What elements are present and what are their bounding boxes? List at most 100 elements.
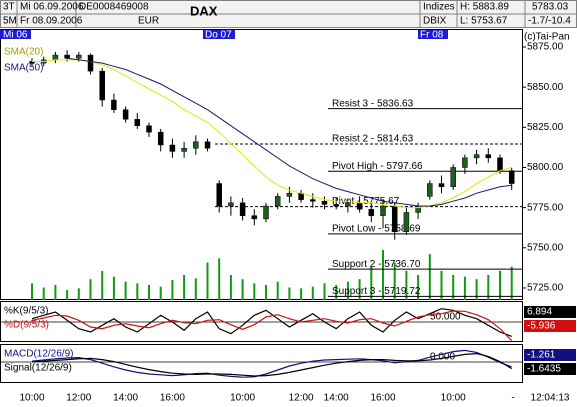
volume-bar xyxy=(89,279,92,300)
macd-panel xyxy=(0,344,523,383)
candle-body xyxy=(134,119,141,126)
candle-body xyxy=(64,54,70,59)
candle-body xyxy=(321,200,328,205)
candle-body xyxy=(169,144,176,152)
candle-body xyxy=(380,205,386,216)
volume-bar xyxy=(510,266,513,300)
last-price: 5783.03 xyxy=(532,2,569,13)
last-value-label: -5.936 xyxy=(527,321,556,332)
isin: DE0008469008 xyxy=(79,2,149,13)
y-tick-label: 5825.00 xyxy=(527,122,564,133)
last-value-label: -1.261 xyxy=(527,350,556,361)
candle-body xyxy=(122,109,129,120)
candle-body xyxy=(87,54,94,72)
date-to: Fr 08.09.2006 xyxy=(20,16,83,27)
volume-bar xyxy=(218,258,221,300)
volume-bar xyxy=(54,285,57,300)
candle-body xyxy=(333,204,339,207)
axis-separator: - xyxy=(511,393,514,404)
candle-body xyxy=(216,183,222,207)
volume-bar xyxy=(66,290,69,300)
volume-bar xyxy=(265,285,267,300)
day-label-box xyxy=(0,30,31,39)
volume-bar xyxy=(487,275,490,300)
clock: 12:04:13 xyxy=(531,393,570,404)
candle-body xyxy=(157,131,164,146)
candle-body xyxy=(286,192,293,197)
volume-bar xyxy=(300,288,303,300)
candle-body xyxy=(111,99,117,110)
change: -1.7/-10.4 xyxy=(528,16,571,27)
volume-bar xyxy=(42,287,45,300)
candle-body xyxy=(415,207,421,213)
volume-bar xyxy=(417,275,420,300)
volume-bar xyxy=(241,279,244,300)
indicator-line xyxy=(31,308,512,337)
y-tick-label: 5775.00 xyxy=(527,202,564,213)
candle-body xyxy=(462,157,468,168)
date-from: Mi 06.09.2006 xyxy=(20,2,84,13)
day-label: Fr 08 xyxy=(420,30,444,41)
indicator-line xyxy=(31,349,512,378)
volume-bar xyxy=(428,254,431,300)
volume-bar xyxy=(463,276,466,300)
pivot-label: Resist 2 - 5814.63 xyxy=(332,134,414,145)
volume-bar xyxy=(288,287,291,300)
volume-bar xyxy=(440,270,443,300)
candle-body xyxy=(345,202,351,207)
pivot-label: Support 2 - 5736.70 xyxy=(332,259,421,270)
candle-body xyxy=(251,215,258,220)
currency: EUR xyxy=(138,16,159,27)
volume-bar xyxy=(323,283,326,300)
group: Indizes xyxy=(423,2,455,13)
reference-label: 50.000 xyxy=(430,312,461,323)
legend-label: %K(9/5/3) xyxy=(4,306,48,317)
volume-bar xyxy=(171,280,174,300)
price-panel xyxy=(0,29,523,300)
volume-bar xyxy=(159,286,162,300)
low: L: 5753.67 xyxy=(460,16,508,27)
high: H: 5883.89 xyxy=(460,2,509,13)
last-value-box xyxy=(524,320,576,332)
volume-bar xyxy=(31,283,33,300)
pivot-label: Pivot Low - 5758.69 xyxy=(332,223,421,234)
legend-label: Signal(12/26/9) xyxy=(4,363,72,374)
last-value-box xyxy=(524,363,576,375)
volume-bar xyxy=(194,278,197,300)
volume-bar xyxy=(499,270,501,300)
candle-body xyxy=(427,183,433,197)
x-tick-label: 12:00 xyxy=(66,393,91,404)
volume-bar xyxy=(148,285,150,300)
volume-bar xyxy=(77,288,80,300)
volume-bar xyxy=(311,286,314,300)
day-label: Do 07 xyxy=(205,30,232,41)
x-tick-label: 10:00 xyxy=(230,393,255,404)
volume-bar xyxy=(136,283,139,300)
candle-body xyxy=(146,125,152,133)
pivot-label: Resist 3 - 5836.63 xyxy=(332,98,414,109)
volume-bar xyxy=(393,262,396,300)
candle-body xyxy=(52,54,59,61)
y-tick-label: 5800.00 xyxy=(527,162,564,173)
x-tick-label: 12:00 xyxy=(289,393,314,404)
candle-body xyxy=(263,205,269,220)
copyright: (c)Tai-Pan xyxy=(524,32,570,43)
candle-body xyxy=(76,54,82,59)
candle-body xyxy=(181,147,187,152)
volume-bar xyxy=(382,250,384,300)
pivot-label: Pivot High - 5797.66 xyxy=(332,161,423,172)
indicator-line xyxy=(31,352,513,377)
x-tick-label: 14:00 xyxy=(324,393,349,404)
candle-body xyxy=(274,196,281,207)
volume-bar xyxy=(112,276,115,300)
legend-label: %D(9/5/3) xyxy=(4,320,49,331)
last-value-box xyxy=(524,349,576,361)
x-tick-label: 16:00 xyxy=(160,393,185,404)
candle-body xyxy=(228,202,234,207)
y-tick-label: 5850.00 xyxy=(527,82,564,93)
candle-body xyxy=(403,212,410,232)
y-tick-label: 5725.00 xyxy=(527,283,564,294)
candle-body xyxy=(473,154,480,159)
candle-body xyxy=(193,141,199,149)
